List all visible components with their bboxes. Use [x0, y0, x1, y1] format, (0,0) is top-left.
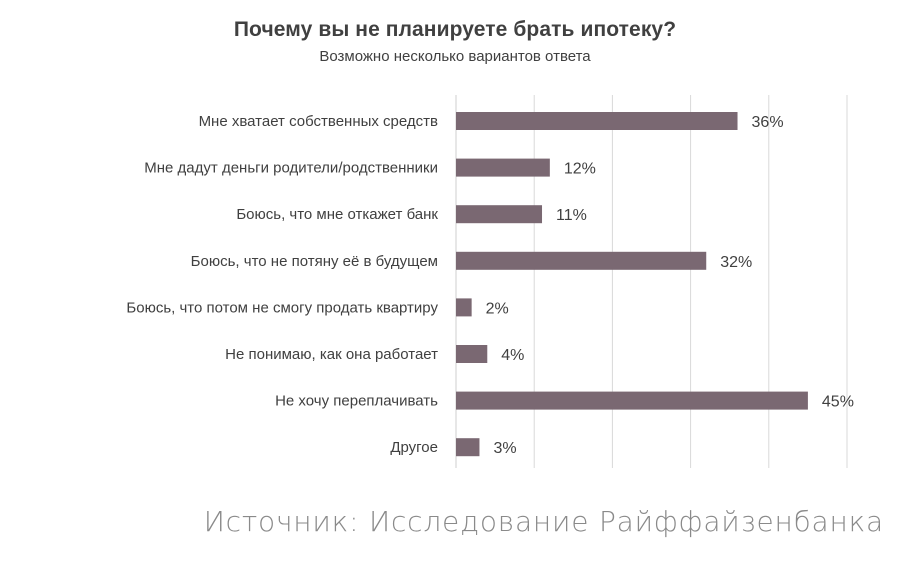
- value-label: 45%: [822, 394, 854, 411]
- category-label: Не хочу переплачивать: [275, 393, 438, 410]
- category-label: Не понимаю, как она работает: [225, 346, 438, 363]
- category-label: Боюсь, что потом не смогу продать кварти…: [126, 299, 438, 316]
- bar: [456, 298, 472, 317]
- bar: [456, 112, 738, 130]
- value-label: 12%: [564, 161, 596, 178]
- source-caption: Источник: Исследование Райффайзенбанка: [203, 505, 884, 538]
- bar: [456, 158, 550, 177]
- category-label: Боюсь, что мне откажет банк: [236, 206, 438, 223]
- value-label: 32%: [720, 254, 752, 271]
- value-label: 36%: [752, 114, 784, 131]
- value-label: 4%: [501, 347, 524, 364]
- value-label: 3%: [493, 440, 516, 457]
- bar: [456, 251, 707, 270]
- category-label: Мне хватает собственных средств: [199, 113, 438, 130]
- category-label: Мне дадут деньги родители/родственники: [144, 160, 438, 177]
- value-label: 2%: [486, 300, 509, 317]
- bar: [456, 438, 480, 457]
- value-label: 11%: [556, 207, 587, 224]
- category-label: Боюсь, что не потяну её в будущем: [191, 253, 438, 270]
- chart-subtitle: Возможно несколько вариантов ответа: [319, 48, 591, 65]
- bar: [456, 205, 543, 224]
- chart-title: Почему вы не планируете брать ипотеку?: [233, 18, 677, 41]
- bar: [456, 345, 488, 363]
- bar: [456, 391, 808, 410]
- category-label: Другое: [390, 439, 438, 456]
